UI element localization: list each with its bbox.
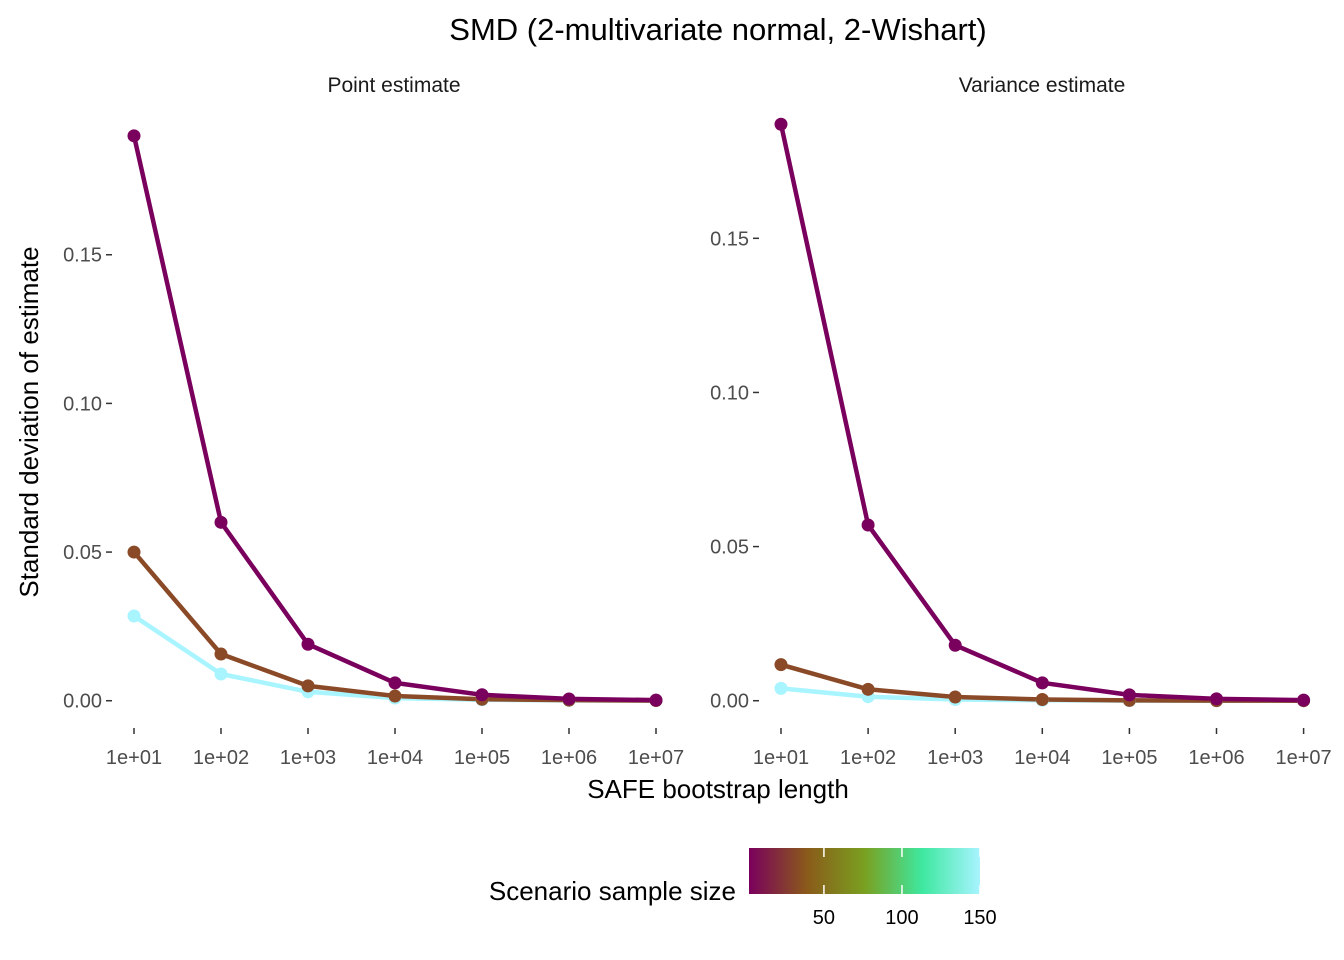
y-tick-label: 0.00 <box>710 691 749 713</box>
y-tick-label: 0.15 <box>63 245 102 267</box>
legend-tick-label: 150 <box>963 907 996 929</box>
x-tick-label: 1e+01 <box>106 747 162 769</box>
data-point-n50 <box>1035 692 1049 706</box>
data-point-n50 <box>301 679 315 693</box>
x-tick-label: 1e+07 <box>1276 747 1332 769</box>
y-tick-label: 0.05 <box>710 537 749 559</box>
panel-label-variance: Variance estimate <box>959 74 1126 97</box>
data-point-n150 <box>127 609 141 623</box>
panel-label-point: Point estimate <box>327 74 460 97</box>
data-point-n2 <box>127 129 141 143</box>
data-point-n2 <box>1035 676 1049 690</box>
x-tick-label: 1e+03 <box>280 747 336 769</box>
data-point-n2 <box>562 692 576 706</box>
y-tick-label: 0.10 <box>63 393 102 415</box>
y-tick-label: 0.10 <box>710 382 749 404</box>
y-tick-label: 0.15 <box>710 228 749 250</box>
data-point-n2 <box>214 515 228 529</box>
series-line-n2 <box>778 123 1304 703</box>
legend-tick-label: 100 <box>885 907 918 929</box>
x-tick-label: 1e+04 <box>1014 747 1070 769</box>
x-tick-label: 1e+02 <box>193 747 249 769</box>
data-point-n50 <box>948 690 962 704</box>
data-point-n2 <box>774 117 788 131</box>
legend: Scenario sample size 50 100 150 <box>489 848 997 929</box>
data-point-n2 <box>301 637 315 651</box>
data-point-n50 <box>774 658 788 672</box>
x-tick-label: 1e+01 <box>753 747 809 769</box>
data-point-n2 <box>649 693 663 707</box>
data-point-n2 <box>1297 693 1311 707</box>
x-tick-label: 1e+04 <box>367 747 423 769</box>
data-point-n2 <box>1122 688 1136 702</box>
x-tick-label: 1e+05 <box>1101 747 1157 769</box>
y-axis-title: Standard deviation of estimate <box>14 246 44 597</box>
legend-colorbar <box>749 848 980 894</box>
x-tick-label: 1e+05 <box>454 747 510 769</box>
data-point-n2 <box>1210 692 1223 706</box>
legend-title: Scenario sample size <box>489 876 736 906</box>
series-line-n2 <box>131 135 657 703</box>
legend-tick-label: 50 <box>813 907 835 929</box>
data-point-n50 <box>388 689 402 703</box>
y-tick-label: 0.05 <box>63 542 102 564</box>
y-tick-label: 0.00 <box>63 691 102 713</box>
data-point-n150 <box>214 667 228 681</box>
x-tick-label: 1e+06 <box>1188 747 1244 769</box>
x-tick-label: 1e+06 <box>541 747 597 769</box>
data-point-n150 <box>774 681 788 695</box>
panel-variance-estimate: Variance estimate 0.00 0.05 0.10 0.15 1e+01 1… <box>710 74 1332 769</box>
data-point-n2 <box>948 638 962 652</box>
x-axis-title: SAFE bootstrap length <box>587 774 849 804</box>
x-tick-label: 1e+03 <box>927 747 983 769</box>
x-tick-label: 1e+07 <box>628 747 684 769</box>
x-tick-label: 1e+02 <box>840 747 896 769</box>
data-point-n2 <box>861 518 875 532</box>
data-point-n50 <box>214 647 228 661</box>
data-point-n2 <box>475 688 489 702</box>
chart-title: SMD (2-multivariate normal, 2-Wishart) <box>449 12 986 47</box>
data-point-n50 <box>861 682 875 696</box>
data-point-n2 <box>388 676 402 690</box>
data-point-n50 <box>127 545 141 559</box>
panel-point-estimate: Point estimate 0.00 0.05 0.10 0.15 1e+01 1e+0… <box>63 74 684 769</box>
